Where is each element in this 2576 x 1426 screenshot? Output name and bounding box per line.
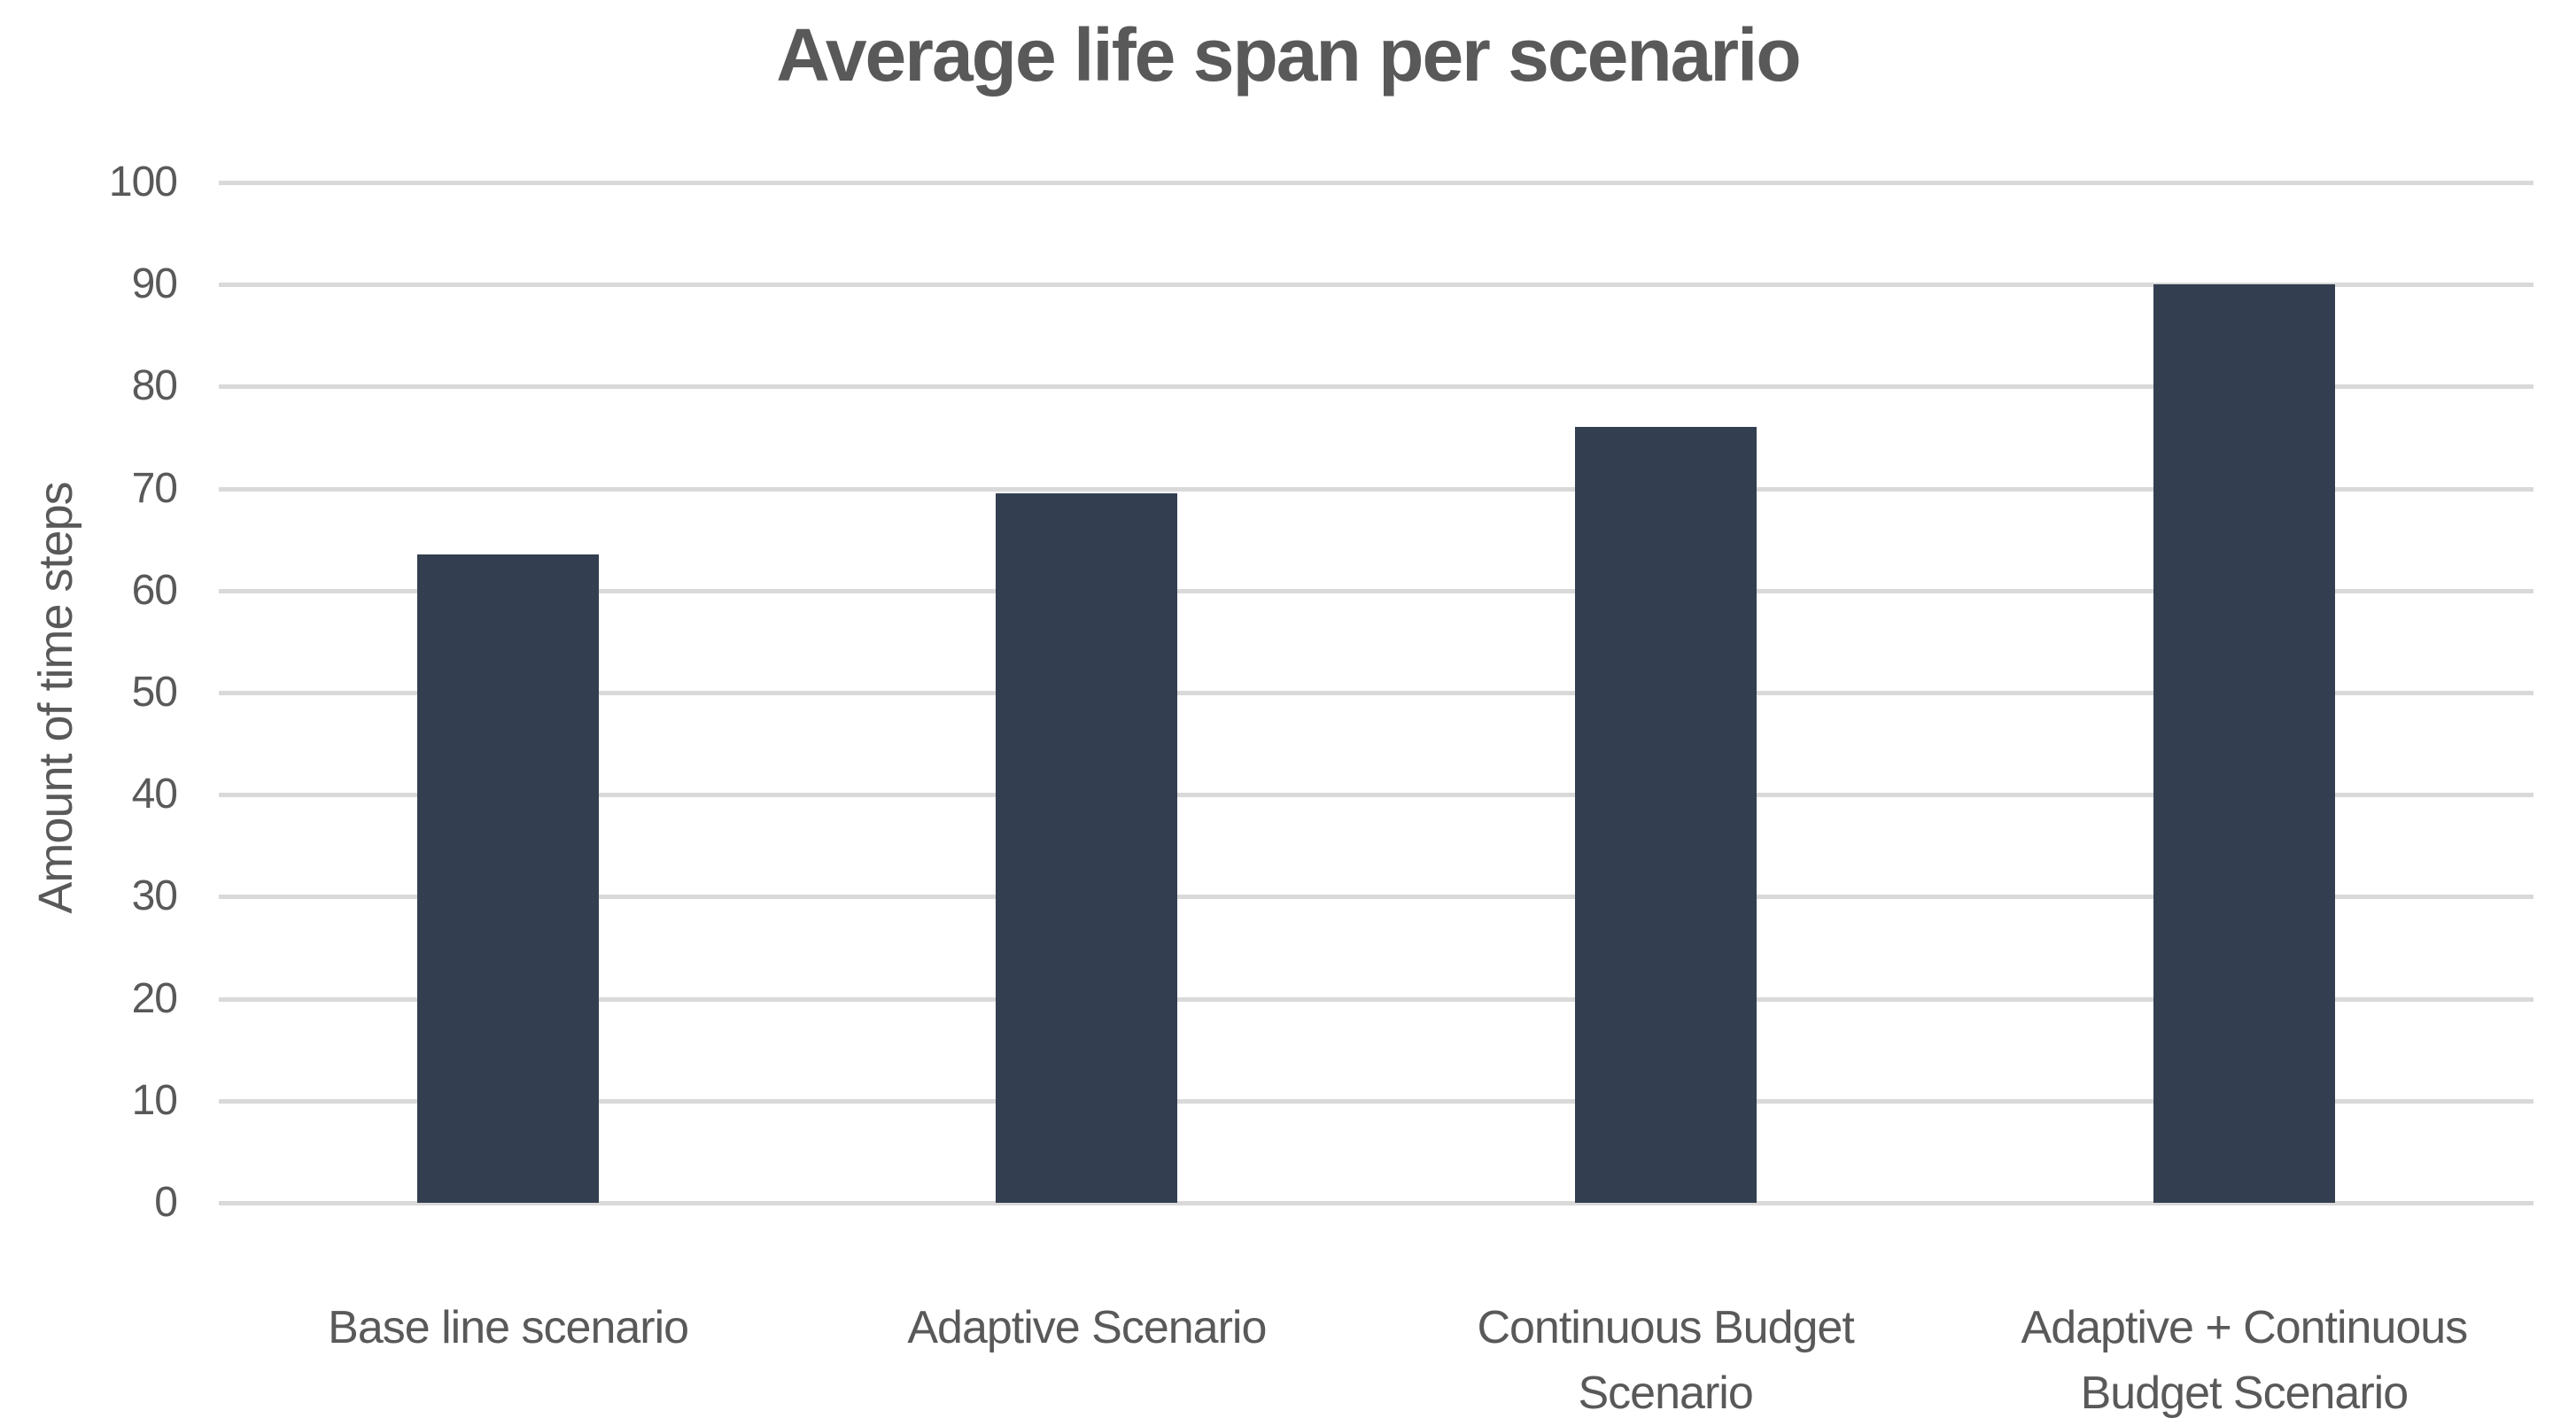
gridline bbox=[219, 384, 2533, 390]
gridline bbox=[219, 181, 2533, 185]
plot-area bbox=[219, 181, 2533, 1205]
chart-title: Average life span per scenario bbox=[776, 13, 1801, 97]
x-tick-label: Base line scenario bbox=[328, 1302, 689, 1353]
x-tick-label: Adaptive + Continuous Budget Scenario bbox=[2021, 1302, 2469, 1419]
gridline bbox=[219, 895, 2533, 900]
y-tick-label: 80 bbox=[131, 362, 178, 410]
bar bbox=[1574, 427, 1757, 1203]
y-tick-label: 0 bbox=[154, 1179, 178, 1226]
y-tick-label: 30 bbox=[131, 872, 178, 920]
y-tick-label: 50 bbox=[131, 669, 178, 716]
gridline bbox=[219, 588, 2533, 593]
y-tick-label: 100 bbox=[108, 159, 178, 205]
gridline bbox=[219, 1201, 2533, 1205]
y-tick-label: 40 bbox=[131, 771, 178, 818]
bar bbox=[2153, 284, 2335, 1203]
gridline bbox=[219, 996, 2533, 1002]
y-tick-label: 10 bbox=[131, 1076, 178, 1124]
gridline bbox=[219, 486, 2533, 492]
y-tick-label: 90 bbox=[131, 260, 178, 308]
gridline bbox=[219, 283, 2533, 288]
y-tick-label: 70 bbox=[131, 464, 178, 512]
gridline bbox=[219, 691, 2533, 695]
gridline bbox=[219, 1098, 2533, 1104]
x-tick-label: Adaptive Scenario bbox=[907, 1302, 1267, 1353]
y-tick-label: 60 bbox=[131, 566, 178, 614]
x-tick-label: Continuous Budget Scenario bbox=[1477, 1302, 1854, 1419]
bar bbox=[996, 493, 1178, 1203]
y-tick-label: 20 bbox=[131, 974, 178, 1022]
bar bbox=[417, 554, 600, 1203]
gridline bbox=[219, 793, 2533, 798]
